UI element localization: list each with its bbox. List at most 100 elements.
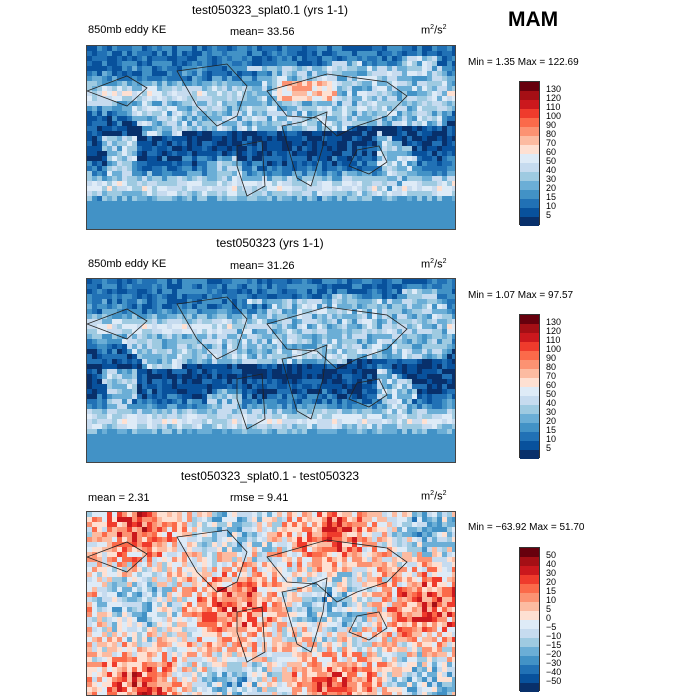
colorbar-swatch xyxy=(520,602,539,611)
panel-2-left-label: 850mb eddy KE xyxy=(88,258,167,270)
colorbar-swatch xyxy=(520,136,539,145)
colorbar-level-label: 100 xyxy=(546,111,562,121)
colorbar-level-label: 130 xyxy=(546,317,562,327)
colorbar-swatch xyxy=(520,342,539,351)
panel-3-mean-label: mean = 2.31 xyxy=(88,492,150,504)
panel-1-units: m2/s2 xyxy=(421,24,447,37)
panel-3-colorbar xyxy=(519,547,540,692)
panel-1-colorbar-labels: 130 120 110 100 90 80 70 60 50 40 30 20 15 10 5 xyxy=(546,81,586,225)
panel-3-units: m2/s2 xyxy=(421,490,447,503)
colorbar-level-label: 15 xyxy=(546,192,557,202)
panel-1-colorbar xyxy=(519,81,540,226)
colorbar-swatch xyxy=(520,100,539,109)
colorbar-level-label: 5 xyxy=(546,604,552,614)
colorbar-level-label: 60 xyxy=(546,147,557,157)
colorbar-swatch xyxy=(520,199,539,208)
colorbar-level-label: 30 xyxy=(546,568,557,578)
colorbar-level-label: −50 xyxy=(546,676,562,686)
colorbar-level-label: −40 xyxy=(546,667,562,677)
colorbar-level-label: 0 xyxy=(546,613,552,623)
colorbar-swatch xyxy=(520,566,539,575)
colorbar-level-label: 30 xyxy=(546,174,557,184)
colorbar-swatch xyxy=(520,109,539,118)
colorbar-level-label: 80 xyxy=(546,129,557,139)
colorbar-level-label: 120 xyxy=(546,326,562,336)
colorbar-swatch xyxy=(520,387,539,396)
colorbar-level-label: 30 xyxy=(546,407,557,417)
colorbar-level-label: −15 xyxy=(546,640,562,650)
colorbar-level-label: 70 xyxy=(546,371,557,381)
colorbar-swatch xyxy=(520,333,539,342)
panel-2-map xyxy=(86,278,456,463)
colorbar-swatch xyxy=(520,611,539,620)
colorbar-level-label: 120 xyxy=(546,93,562,103)
colorbar-swatch xyxy=(520,172,539,181)
panel-1-map xyxy=(86,45,456,230)
colorbar-swatch xyxy=(520,378,539,387)
colorbar-level-label: 10 xyxy=(546,201,557,211)
colorbar-swatch xyxy=(520,82,539,91)
colorbar-level-label: 130 xyxy=(546,84,562,94)
colorbar-swatch xyxy=(520,441,539,450)
colorbar-level-label: 40 xyxy=(546,398,557,408)
colorbar-level-label: 90 xyxy=(546,120,557,130)
colorbar-swatch xyxy=(520,118,539,127)
colorbar-level-label: 90 xyxy=(546,353,557,363)
colorbar-level-label: 70 xyxy=(546,138,557,148)
colorbar-level-label: 40 xyxy=(546,559,557,569)
colorbar-level-label: 5 xyxy=(546,210,552,220)
colorbar-level-label: 100 xyxy=(546,344,562,354)
colorbar-swatch xyxy=(520,629,539,638)
colorbar-swatch xyxy=(520,557,539,566)
colorbar-level-label: 80 xyxy=(546,362,557,372)
colorbar-level-label: 50 xyxy=(546,389,557,399)
colorbar-swatch xyxy=(520,638,539,647)
panel-1-title: test050323_splat0.1 (yrs 1-1) xyxy=(191,3,349,17)
colorbar-swatch xyxy=(520,324,539,333)
colorbar-level-label: 40 xyxy=(546,165,557,175)
panel-2-colorbar-labels: 130 120 110 100 90 80 70 60 50 40 30 20 15 10 5 xyxy=(546,314,586,458)
colorbar-swatch xyxy=(520,181,539,190)
season-title: MAM xyxy=(508,8,559,31)
panel-3-colorbar-labels: 50 40 30 20 15 10 5 0 −5 −10 −15 −20 −30 −40 −50 xyxy=(546,547,586,691)
colorbar-level-label: −20 xyxy=(546,649,562,659)
panel-2-units: m2/s2 xyxy=(421,258,447,271)
panel-3-minmax: Min = −63.92 Max = 51.70 xyxy=(468,522,585,533)
colorbar-swatch xyxy=(520,593,539,602)
colorbar-level-label: 110 xyxy=(546,102,561,112)
colorbar-level-label: −10 xyxy=(546,631,562,641)
colorbar-level-label: −5 xyxy=(546,622,557,632)
panel-3-title: test050323_splat0.1 - test050323 xyxy=(180,469,360,483)
colorbar-level-label: 5 xyxy=(546,443,552,453)
colorbar-level-label: −30 xyxy=(546,658,562,668)
colorbar-swatch xyxy=(520,647,539,656)
colorbar-level-label: 15 xyxy=(546,586,557,596)
colorbar-swatch xyxy=(520,163,539,172)
colorbar-swatch xyxy=(520,674,539,683)
panel-1-minmax: Min = 1.35 Max = 122.69 xyxy=(468,57,579,68)
colorbar-swatch xyxy=(520,656,539,665)
colorbar-swatch xyxy=(520,369,539,378)
colorbar-level-label: 50 xyxy=(546,156,557,166)
colorbar-swatch xyxy=(520,405,539,414)
colorbar-swatch xyxy=(520,450,539,459)
colorbar-swatch xyxy=(520,548,539,557)
colorbar-swatch xyxy=(520,154,539,163)
panel-3-map xyxy=(86,511,456,696)
colorbar-swatch xyxy=(520,414,539,423)
panel-1-map-field xyxy=(87,46,455,229)
colorbar-swatch xyxy=(520,620,539,629)
colorbar-swatch xyxy=(520,683,539,692)
colorbar-swatch xyxy=(520,127,539,136)
colorbar-swatch xyxy=(520,351,539,360)
panel-2-map-field xyxy=(87,279,455,462)
colorbar-swatch xyxy=(520,575,539,584)
colorbar-level-label: 50 xyxy=(546,550,557,560)
panel-2-title: test050323 (yrs 1-1) xyxy=(216,236,324,250)
colorbar-swatch xyxy=(520,217,539,226)
panel-3-map-field xyxy=(87,512,455,695)
colorbar-swatch xyxy=(520,145,539,154)
colorbar-swatch xyxy=(520,190,539,199)
panel-3-rmse-label: rmse = 9.41 xyxy=(230,492,289,504)
colorbar-swatch xyxy=(520,432,539,441)
